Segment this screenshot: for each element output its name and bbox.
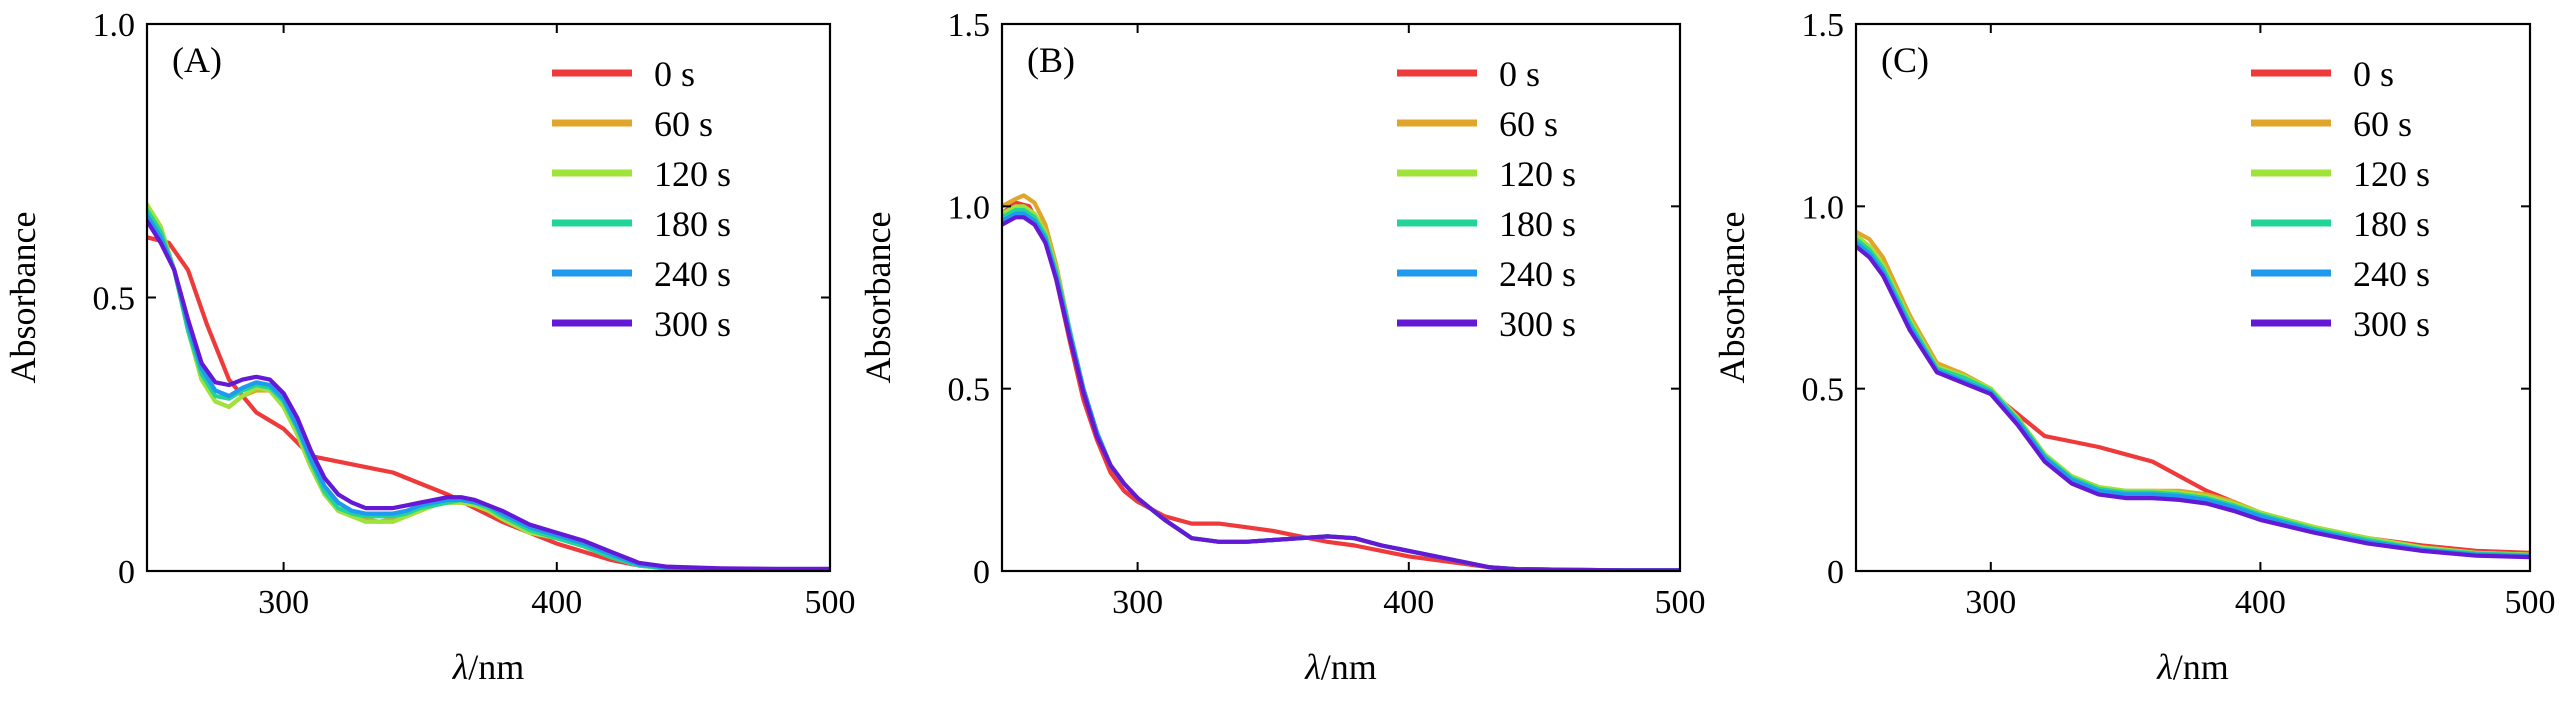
panel-a-x-tick-label: 300 <box>258 584 309 621</box>
panel-a-series-240s <box>147 213 830 571</box>
panel-c-legend-label: 300 s <box>2353 304 2430 344</box>
panel-a-x-axis-unit: /nm <box>468 647 524 687</box>
panel-c-panel-label: (C) <box>1881 40 1929 80</box>
panel-b-legend-label: 180 s <box>1499 204 1576 244</box>
panel-a-x-tick-label: 400 <box>531 584 582 621</box>
panel-c-series-300s <box>1856 244 2530 560</box>
panel-b-y-tick-label: 1.0 <box>948 189 991 226</box>
panel-b-x-tick-label: 400 <box>1383 584 1434 621</box>
panel-a-legend-label: 0 s <box>654 54 695 94</box>
panel-c-x-axis-label: λ/nm <box>2156 647 2229 687</box>
panel-c-x-axis-unit: /nm <box>2173 647 2229 687</box>
panel-a-x-axis-label: λ/nm <box>452 647 525 687</box>
panel-a-y-tick-label: 0 <box>118 554 135 591</box>
panel-a-legend-label: 120 s <box>654 154 731 194</box>
panel-b-legend-label: 240 s <box>1499 254 1576 294</box>
panel-a-plot-frame <box>145 22 832 573</box>
panel-c-x-tick-label: 500 <box>2505 584 2556 621</box>
panel-b-plot-frame <box>1000 22 1682 573</box>
panel-a-x-tick-label: 500 <box>805 584 856 621</box>
panel-b-x-tick-label: 500 <box>1655 584 1706 621</box>
panel-c-plot-frame <box>1854 22 2532 573</box>
panel-a: 300 400 500 0 0.5 1.0 λ/nm Absorbance (A) 0 s 60 s… <box>3 7 856 687</box>
panel-b: 300 400 500 0 0.5 1.0 1.5 λ/nm Absorbance (B) 0 s 6… <box>858 7 1706 687</box>
panel-c-y-tick-label: 1.0 <box>1802 189 1845 226</box>
panel-c-legend-label: 240 s <box>2353 254 2430 294</box>
panel-a-x-axis-symbol: λ <box>452 647 469 687</box>
panel-b-legend-label: 0 s <box>1499 54 1540 94</box>
panel-b-x-axis-unit: /nm <box>1321 647 1377 687</box>
panel-b-series-group <box>1002 193 1680 571</box>
panel-a-legend-label: 180 s <box>654 204 731 244</box>
panel-c-legend-label: 60 s <box>2353 104 2412 144</box>
panel-b-series-240s <box>1002 211 1680 571</box>
panel-b-x-axis-label: λ/nm <box>1304 647 1377 687</box>
panel-a-y-axis-label: Absorbance <box>3 212 43 384</box>
panel-c-series-group <box>1856 229 2530 560</box>
panel-a-legend-label: 60 s <box>654 104 713 144</box>
panel-c-legend: 0 s 60 s 120 s 180 s 240 s 300 s <box>2251 54 2430 344</box>
panel-c-x-tick-label: 300 <box>1965 584 2016 621</box>
panel-b-panel-label: (B) <box>1027 40 1075 80</box>
panel-a-series-group <box>147 202 830 571</box>
panel-b-series-120s <box>1002 204 1680 571</box>
panel-b-x-axis-symbol: λ <box>1304 647 1321 687</box>
panel-c-legend-label: 120 s <box>2353 154 2430 194</box>
panel-c-x-axis-symbol: λ <box>2156 647 2173 687</box>
panel-a-legend-label: 240 s <box>654 254 731 294</box>
panel-b-series-60s <box>1002 193 1680 571</box>
panel-b-y-tick-label: 0 <box>973 554 990 591</box>
panel-b-y-axis-label: Absorbance <box>858 212 898 384</box>
panel-b-series-0s <box>1002 200 1680 571</box>
panel-a-panel-label: (A) <box>172 40 222 80</box>
panel-a-y-tick-label: 0.5 <box>93 281 136 318</box>
panel-b-legend-label: 300 s <box>1499 304 1576 344</box>
panel-b-series-300s <box>1002 215 1680 571</box>
panel-c: 300 400 500 0 0.5 1.0 1.5 λ/nm Absorbance (C) 0 s 6… <box>1712 7 2556 687</box>
panel-a-legend-label: 300 s <box>654 304 731 344</box>
panel-c-legend-label: 0 s <box>2353 54 2394 94</box>
panel-b-legend: 0 s 60 s 120 s 180 s 240 s 300 s <box>1397 54 1576 344</box>
panel-b-x-tick-label: 300 <box>1112 584 1163 621</box>
panel-a-y-tick-label: 1.0 <box>93 7 136 44</box>
panel-c-y-tick-label: 1.5 <box>1802 7 1845 44</box>
panel-b-series-180s <box>1002 207 1680 571</box>
panel-c-x-tick-label: 400 <box>2235 584 2286 621</box>
panel-b-y-tick-label: 0.5 <box>948 372 991 409</box>
panel-b-legend-label: 120 s <box>1499 154 1576 194</box>
panel-a-legend: 0 s 60 s 120 s 180 s 240 s 300 s <box>552 54 731 344</box>
panel-b-legend-label: 60 s <box>1499 104 1558 144</box>
panel-a-series-180s <box>147 207 830 571</box>
panel-b-y-tick-label: 1.5 <box>948 7 991 44</box>
panel-c-y-tick-label: 0.5 <box>1802 372 1845 409</box>
panel-c-y-axis-label: Absorbance <box>1712 212 1752 384</box>
panel-c-legend-label: 180 s <box>2353 204 2430 244</box>
panel-a-series-300s <box>147 218 830 571</box>
panel-c-y-tick-label: 0 <box>1827 554 1844 591</box>
